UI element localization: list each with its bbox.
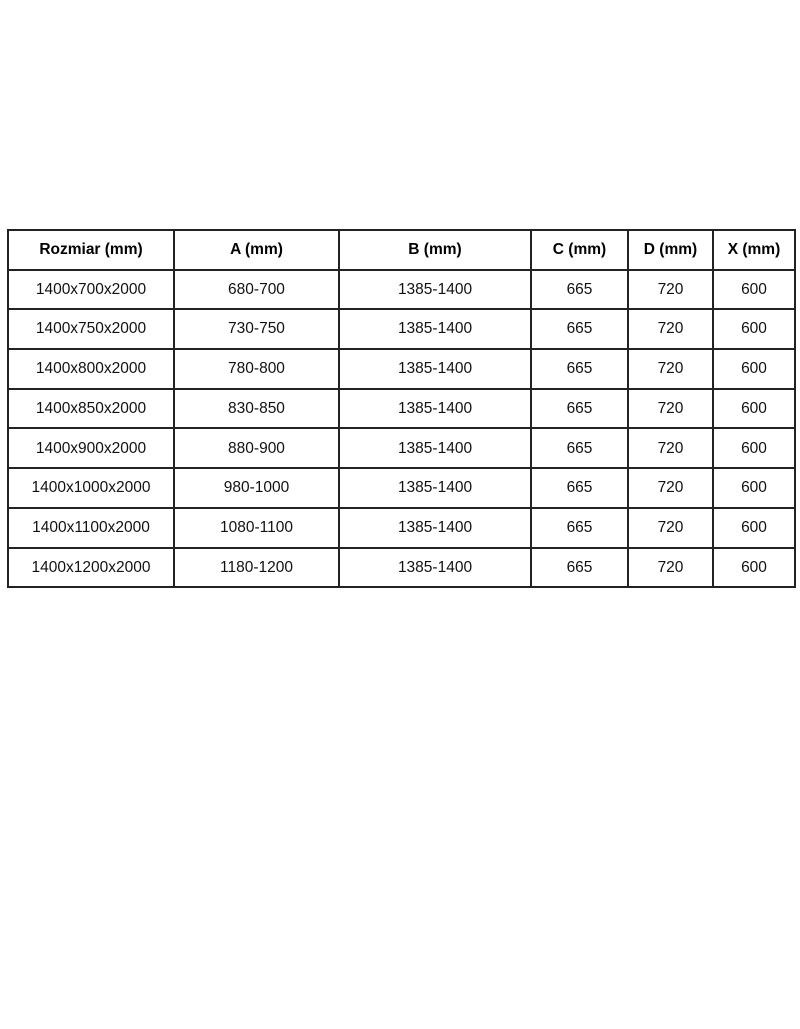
value-cell-a: 880-900 — [173, 427, 340, 470]
value-cell-x: 600 — [712, 427, 796, 470]
value-cell-b: 1385-1400 — [338, 546, 532, 589]
table-header-row: Rozmiar (mm) A (mm) B (mm) C (mm) D (mm)… — [7, 229, 796, 271]
value-cell-b: 1385-1400 — [338, 427, 532, 470]
value-cell-d: 720 — [627, 427, 714, 470]
value-cell-x: 600 — [712, 387, 796, 430]
dimensions-table: Rozmiar (mm) A (mm) B (mm) C (mm) D (mm)… — [7, 229, 796, 589]
value-cell-a: 780-800 — [173, 348, 340, 390]
value-cell-c: 665 — [530, 546, 629, 589]
value-cell-b: 1385-1400 — [338, 348, 532, 390]
column-header-d: D (mm) — [627, 229, 714, 271]
value-cell-b: 1385-1400 — [338, 506, 532, 549]
size-cell: 1400x800x2000 — [7, 348, 175, 390]
table-row: 1400x850x2000 830-850 1385-1400 665 720 … — [7, 387, 796, 430]
value-cell-x: 600 — [712, 506, 796, 549]
value-cell-a: 680-700 — [173, 268, 340, 311]
value-cell-d: 720 — [627, 506, 714, 549]
table-row: 1400x1000x2000 980-1000 1385-1400 665 72… — [7, 467, 796, 509]
value-cell-b: 1385-1400 — [338, 308, 532, 351]
value-cell-c: 665 — [530, 506, 629, 549]
value-cell-b: 1385-1400 — [338, 387, 532, 430]
value-cell-b: 1385-1400 — [338, 467, 532, 509]
value-cell-d: 720 — [627, 387, 714, 430]
value-cell-a: 1180-1200 — [173, 546, 340, 589]
column-header-x: X (mm) — [712, 229, 796, 271]
size-cell: 1400x1200x2000 — [7, 546, 175, 589]
value-cell-a: 980-1000 — [173, 467, 340, 509]
value-cell-b: 1385-1400 — [338, 268, 532, 311]
column-header-a: A (mm) — [173, 229, 340, 271]
value-cell-a: 1080-1100 — [173, 506, 340, 549]
table-row: 1400x1100x2000 1080-1100 1385-1400 665 7… — [7, 506, 796, 549]
value-cell-d: 720 — [627, 268, 714, 311]
value-cell-c: 665 — [530, 308, 629, 351]
value-cell-c: 665 — [530, 268, 629, 311]
table-row: 1400x1200x2000 1180-1200 1385-1400 665 7… — [7, 546, 796, 589]
value-cell-a: 830-850 — [173, 387, 340, 430]
value-cell-x: 600 — [712, 348, 796, 390]
column-header-c: C (mm) — [530, 229, 629, 271]
value-cell-d: 720 — [627, 348, 714, 390]
value-cell-c: 665 — [530, 427, 629, 470]
size-cell: 1400x850x2000 — [7, 387, 175, 430]
column-header-b: B (mm) — [338, 229, 532, 271]
value-cell-d: 720 — [627, 546, 714, 589]
size-cell: 1400x1100x2000 — [7, 506, 175, 549]
table-row: 1400x700x2000 680-700 1385-1400 665 720 … — [7, 268, 796, 311]
value-cell-x: 600 — [712, 467, 796, 509]
value-cell-x: 600 — [712, 268, 796, 311]
value-cell-c: 665 — [530, 348, 629, 390]
value-cell-d: 720 — [627, 308, 714, 351]
size-cell: 1400x900x2000 — [7, 427, 175, 470]
value-cell-c: 665 — [530, 387, 629, 430]
size-cell: 1400x700x2000 — [7, 268, 175, 311]
size-cell: 1400x750x2000 — [7, 308, 175, 351]
value-cell-a: 730-750 — [173, 308, 340, 351]
table-row: 1400x750x2000 730-750 1385-1400 665 720 … — [7, 308, 796, 351]
size-cell: 1400x1000x2000 — [7, 467, 175, 509]
table-row: 1400x900x2000 880-900 1385-1400 665 720 … — [7, 427, 796, 470]
table-row: 1400x800x2000 780-800 1385-1400 665 720 … — [7, 348, 796, 390]
value-cell-d: 720 — [627, 467, 714, 509]
value-cell-x: 600 — [712, 308, 796, 351]
value-cell-x: 600 — [712, 546, 796, 589]
column-header-rozmiar: Rozmiar (mm) — [7, 229, 175, 271]
value-cell-c: 665 — [530, 467, 629, 509]
